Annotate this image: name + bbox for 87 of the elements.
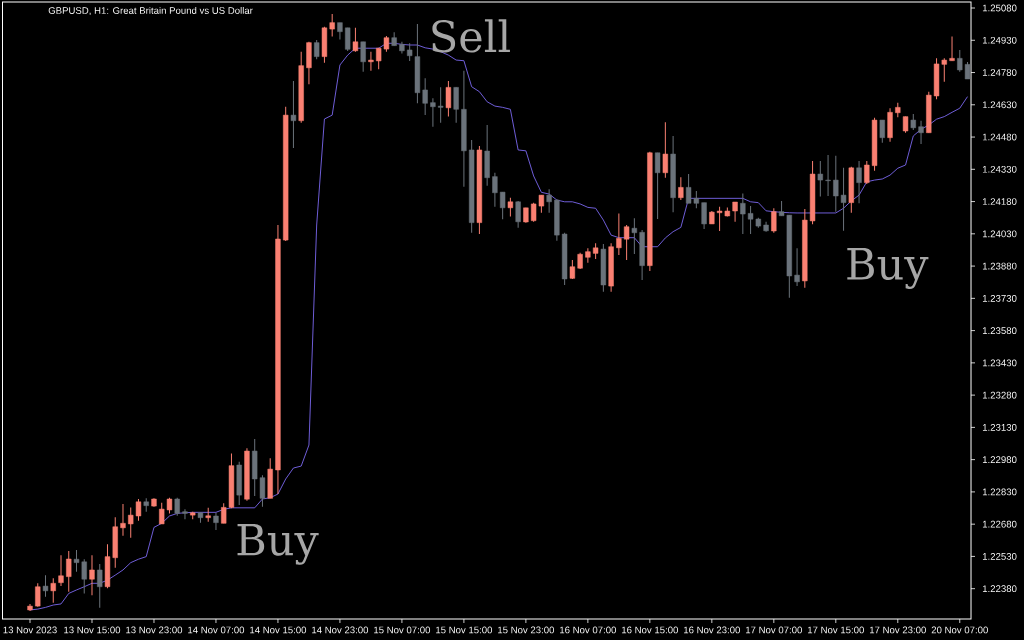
candlestick — [856, 160, 862, 204]
candlestick — [740, 192, 746, 235]
candlestick — [120, 503, 126, 537]
y-tick-label: 1.23580 — [982, 327, 1017, 334]
x-tick-label: 15 Nov 23:00 — [498, 626, 555, 634]
candlestick — [507, 197, 514, 218]
candlestick — [499, 191, 506, 220]
candlestick — [585, 247, 591, 264]
x-tick-label: 15 Nov 15:00 — [436, 626, 493, 634]
x-tick-label: 16 Nov 07:00 — [560, 626, 617, 634]
chart-title: GBPUSD, H1: Great Britain Pound vs US Dollar — [48, 6, 253, 16]
candlestick — [817, 160, 823, 198]
candlestick — [182, 508, 188, 520]
y-tick-label: 1.23730 — [982, 294, 1017, 302]
candlestick — [546, 188, 552, 214]
annotation: Sell — [432, 19, 510, 53]
candlestick — [97, 563, 103, 609]
x-tick-label: 14 Nov 07:00 — [188, 626, 245, 634]
y-tick-label: 1.24330 — [982, 165, 1017, 173]
x-tick-label: 16 Nov 15:00 — [622, 626, 679, 634]
x-tick-label: 16 Nov 23:00 — [684, 626, 740, 634]
x-tick-label: 17 Nov 15:00 — [807, 626, 864, 634]
candlestick — [314, 39, 320, 60]
x-tick-label: 15 Nov 07:00 — [374, 626, 431, 634]
candlestick — [58, 554, 64, 587]
candlestick — [66, 550, 72, 593]
y-tick-label: 1.23880 — [982, 262, 1017, 270]
y-tick-label: 1.22980 — [982, 456, 1017, 464]
candlestick — [833, 155, 839, 213]
x-tick-label: 13 Nov 2023 — [3, 626, 57, 634]
candlestick — [631, 217, 638, 255]
annotation: Buy — [237, 523, 319, 565]
candlestick — [453, 86, 459, 124]
y-tick-label: 1.24930 — [982, 36, 1017, 44]
candlestick — [515, 200, 521, 229]
candlestick — [678, 176, 684, 201]
y-tick-label: 1.22380 — [982, 585, 1017, 593]
candlestick — [825, 154, 831, 197]
y-tick-label: 1.23430 — [982, 359, 1017, 367]
x-tick-label: 20 Nov 07:00 — [931, 626, 988, 634]
y-tick-label: 1.24480 — [982, 133, 1017, 141]
candlestick — [732, 201, 738, 223]
candlestick — [290, 80, 297, 149]
candlestick — [949, 36, 955, 62]
candlestick — [35, 582, 41, 608]
candlestick — [42, 574, 49, 598]
candlestick — [654, 152, 661, 220]
candlestick — [360, 41, 366, 73]
x-tick-label: 13 Nov 23:00 — [126, 626, 183, 634]
candlestick — [794, 247, 800, 287]
candlestick — [430, 97, 436, 128]
x-tick-label: 14 Nov 15:00 — [250, 626, 307, 634]
candlestick — [623, 224, 630, 261]
candlestick — [771, 207, 777, 234]
candlestick — [89, 554, 95, 596]
candlestick — [492, 172, 498, 208]
candlestick — [569, 259, 576, 280]
candlestick — [422, 77, 428, 116]
candlestick — [840, 167, 847, 232]
y-tick-label: 1.24780 — [982, 69, 1017, 76]
candlestick — [918, 120, 924, 145]
y-tick-label: 1.24630 — [982, 101, 1017, 109]
candlestick — [879, 119, 885, 144]
annotation: Buy — [847, 248, 929, 289]
x-tick-label: 17 Nov 07:00 — [746, 626, 802, 634]
x-tick-label: 17 Nov 23:00 — [869, 626, 926, 634]
candlestick — [345, 27, 351, 52]
y-tick-label: 1.22680 — [982, 520, 1017, 528]
candlestick — [329, 13, 335, 38]
candlestick — [213, 512, 219, 531]
y-tick-label: 1.22530 — [982, 553, 1017, 560]
y-tick-label: 1.25080 — [982, 4, 1017, 12]
y-tick-label: 1.22830 — [982, 488, 1017, 496]
candlestick — [662, 121, 668, 179]
candlestick — [438, 86, 444, 124]
x-tick-label: 14 Nov 23:00 — [312, 626, 369, 634]
y-tick-label: 1.23130 — [982, 423, 1017, 431]
candlestick — [50, 577, 56, 604]
candlestick — [616, 212, 622, 256]
y-tick-label: 1.23280 — [982, 391, 1017, 399]
y-tick-label: 1.24180 — [982, 198, 1017, 205]
candlestick — [352, 27, 359, 53]
x-tick-label: 13 Nov 15:00 — [64, 626, 121, 634]
candlestick — [445, 80, 452, 118]
y-tick-label: 1.24030 — [982, 230, 1017, 238]
candlestick — [701, 202, 707, 230]
candlestick — [368, 51, 374, 72]
